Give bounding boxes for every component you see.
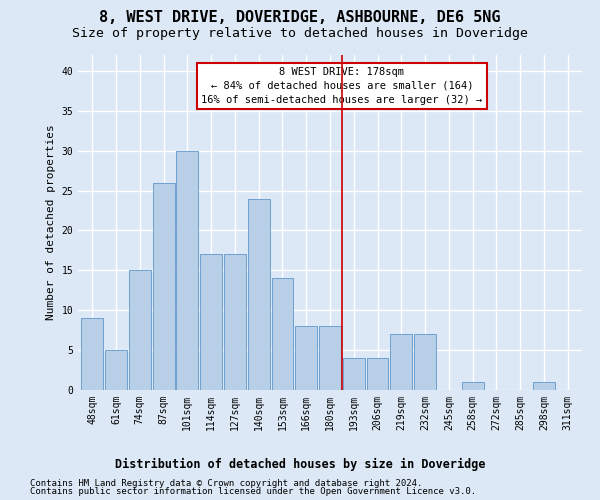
Text: 8, WEST DRIVE, DOVERIDGE, ASHBOURNE, DE6 5NG: 8, WEST DRIVE, DOVERIDGE, ASHBOURNE, DE6… (99, 10, 501, 25)
Bar (105, 350, 127, 390)
Bar (82, 318, 103, 390)
Bar (176, 150, 198, 390)
Bar (129, 270, 151, 390)
Text: 8 WEST DRIVE: 178sqm
← 84% of detached houses are smaller (164)
16% of semi-deta: 8 WEST DRIVE: 178sqm ← 84% of detached h… (201, 67, 482, 105)
Bar (367, 358, 388, 390)
Bar (319, 326, 341, 390)
Text: Size of property relative to detached houses in Doveridge: Size of property relative to detached ho… (72, 28, 528, 40)
Text: Contains public sector information licensed under the Open Government Licence v3: Contains public sector information licen… (30, 487, 476, 496)
Bar (200, 254, 222, 390)
Bar (391, 334, 412, 390)
Text: Contains HM Land Registry data © Crown copyright and database right 2024.: Contains HM Land Registry data © Crown c… (30, 478, 422, 488)
Bar (152, 182, 175, 390)
Bar (248, 198, 269, 390)
Bar (462, 382, 484, 390)
Text: Distribution of detached houses by size in Doveridge: Distribution of detached houses by size … (115, 458, 485, 470)
Bar (414, 334, 436, 390)
Bar (272, 278, 293, 390)
Y-axis label: Number of detached properties: Number of detached properties (46, 124, 56, 320)
Bar (343, 358, 365, 390)
Bar (533, 382, 555, 390)
Bar (295, 326, 317, 390)
Bar (224, 254, 246, 390)
